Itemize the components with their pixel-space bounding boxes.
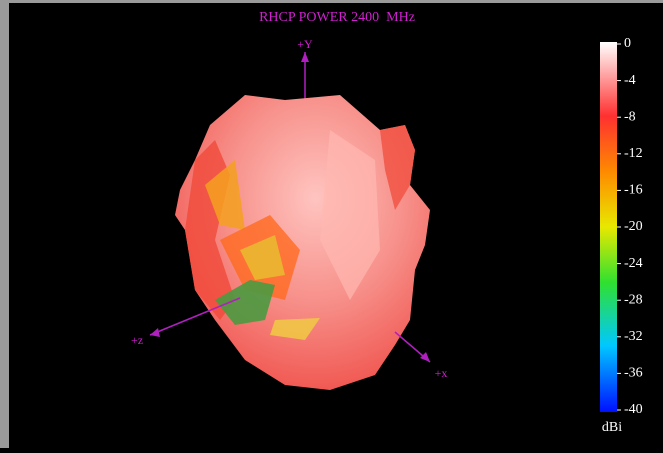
colorbar-tick-label: -28 xyxy=(624,292,643,307)
colorbar-tick-label: -32 xyxy=(624,329,643,344)
colorbar-tick-label: -16 xyxy=(624,183,643,198)
axes-front xyxy=(149,297,431,363)
axis-label: +Y xyxy=(297,37,313,51)
colorbar xyxy=(600,42,617,412)
colorbar-tick-label: -40 xyxy=(624,402,643,417)
window-frame xyxy=(0,0,663,3)
axis-label: +x xyxy=(435,366,448,380)
radiation-pattern xyxy=(175,95,430,390)
colorbar-unit: dBi xyxy=(602,420,622,435)
colorbar-tick-label: -12 xyxy=(624,146,643,161)
title: RHCP POWER 2400 MHz xyxy=(259,10,415,25)
window-frame xyxy=(0,0,9,448)
colorbar-ticks: 0 -4 -8 -12 -16 -20 -24 -28 -32 -36 -40 xyxy=(617,36,643,417)
colorbar-tick-label: -4 xyxy=(624,73,636,88)
colorbar-tick-label: 0 xyxy=(624,36,631,51)
axis-label: +z xyxy=(131,333,143,347)
colorbar-tick-label: -24 xyxy=(624,256,643,271)
colorbar-tick-label: -8 xyxy=(624,109,636,124)
colorbar-tick-label: -36 xyxy=(624,366,643,381)
colorbar-tick-label: -20 xyxy=(624,219,643,234)
